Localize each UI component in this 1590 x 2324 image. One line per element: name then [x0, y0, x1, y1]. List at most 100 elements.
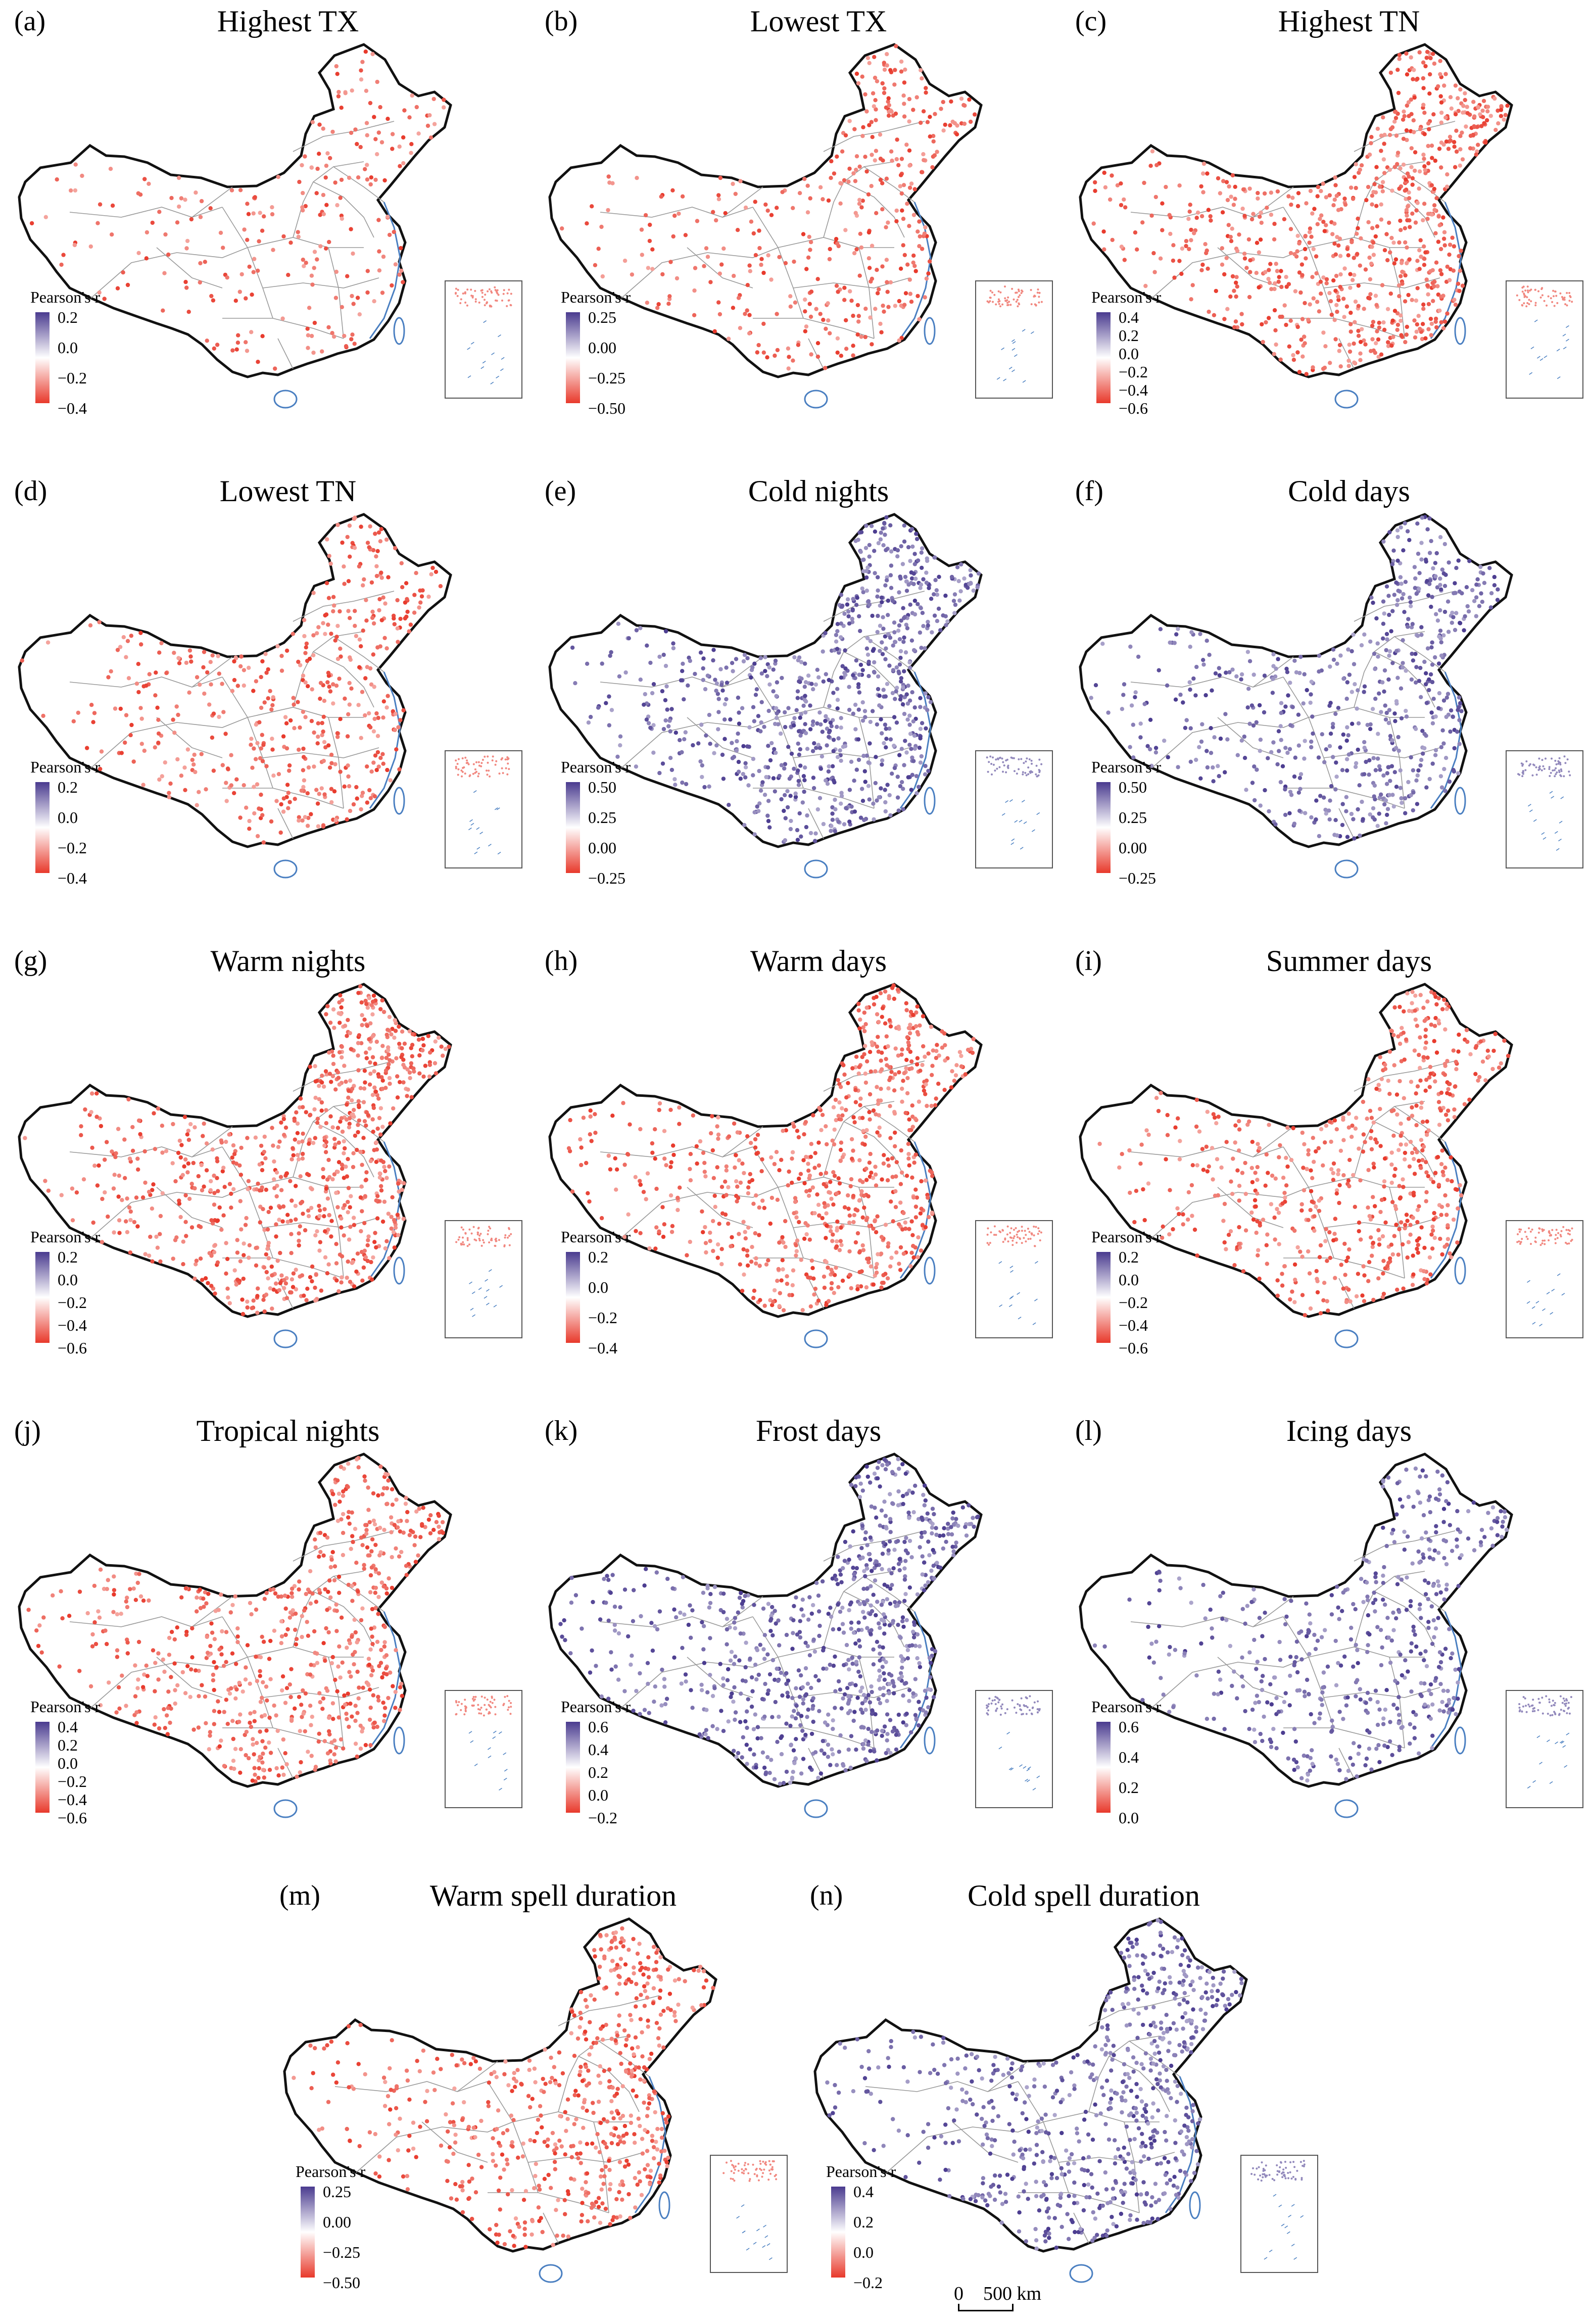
station-dot	[1283, 746, 1287, 750]
station-dot	[1356, 217, 1360, 221]
station-dot	[840, 150, 844, 154]
station-dot	[359, 1086, 363, 1090]
inset-station-dot	[986, 756, 988, 758]
station-dot	[410, 1054, 414, 1058]
station-dot	[382, 1200, 387, 1204]
station-dot	[278, 1251, 282, 1255]
station-dot	[1287, 811, 1291, 815]
inset-station-dot	[495, 760, 497, 762]
taiwan-island	[1455, 788, 1465, 814]
station-dot	[340, 217, 344, 221]
station-dot	[925, 580, 929, 585]
station-dot	[763, 669, 767, 673]
station-dot	[870, 120, 874, 124]
station-dot	[1373, 697, 1377, 701]
station-dot	[700, 775, 704, 779]
station-dot	[386, 1028, 390, 1032]
station-dot	[783, 838, 787, 842]
station-dot	[1381, 320, 1385, 324]
inset-station-dot	[1553, 295, 1555, 297]
station-dot	[394, 712, 398, 716]
station-dot	[1358, 264, 1362, 268]
hainan-island	[274, 860, 297, 878]
station-dot	[1407, 538, 1411, 542]
station-dot	[1345, 835, 1350, 839]
station-dot	[339, 196, 343, 200]
station-dot	[885, 280, 889, 284]
station-dot	[873, 307, 877, 311]
station-dot	[814, 307, 818, 311]
station-dot	[79, 1133, 83, 1137]
station-dot	[404, 615, 408, 619]
south-china-sea-inset	[445, 280, 522, 399]
station-dot	[1427, 91, 1431, 95]
station-dot	[183, 1115, 187, 1119]
station-dot	[664, 629, 668, 633]
inset-island-dash	[468, 376, 471, 378]
colorbar-tick-label: 0.00	[588, 340, 616, 356]
station-dot	[818, 722, 823, 727]
inset-station-dot	[458, 758, 460, 760]
station-dot	[147, 1190, 151, 1194]
station-dot	[1493, 128, 1498, 132]
station-dot	[902, 763, 906, 767]
station-dot	[1183, 726, 1187, 730]
station-dot	[378, 756, 382, 760]
station-dot	[1437, 661, 1441, 665]
inset-station-dot	[1530, 288, 1532, 290]
station-dot	[335, 72, 340, 76]
station-dot	[707, 785, 711, 789]
inset-station-dot	[1026, 774, 1028, 777]
station-dot	[144, 684, 148, 688]
station-dot	[1261, 340, 1265, 344]
station-dot	[1347, 752, 1351, 756]
station-dot	[796, 658, 800, 662]
station-dot	[136, 191, 140, 196]
station-dot	[783, 793, 787, 797]
station-dot	[1399, 333, 1403, 337]
station-dot	[1335, 310, 1339, 314]
station-dot	[717, 197, 721, 201]
station-dot	[1172, 275, 1176, 279]
station-dot	[343, 1203, 347, 1207]
colorbar-tick-label: −0.25	[588, 870, 625, 886]
station-dot	[1316, 222, 1320, 226]
station-dot	[894, 112, 898, 116]
inset-station-dot	[478, 302, 480, 304]
station-dot	[1399, 575, 1403, 579]
station-dot	[865, 589, 869, 593]
station-dot	[1358, 783, 1362, 787]
station-dot	[1424, 559, 1428, 563]
station-dot	[263, 1156, 267, 1160]
station-dot	[1406, 617, 1410, 621]
station-dot	[363, 1194, 367, 1198]
station-dot	[782, 809, 786, 813]
station-dot	[935, 150, 939, 154]
station-dot	[1445, 311, 1449, 315]
station-dot	[877, 795, 881, 799]
inset-island-dash	[1015, 820, 1018, 822]
station-dot	[100, 1197, 104, 1201]
station-dot	[1417, 571, 1421, 575]
legend-title: Pearson's r	[561, 288, 631, 306]
inset-station-dot	[494, 286, 496, 288]
station-dot	[902, 102, 906, 106]
station-dot	[686, 684, 690, 688]
station-dot	[843, 228, 847, 232]
station-dot	[394, 1029, 398, 1033]
station-dot	[804, 825, 808, 829]
station-dot	[752, 810, 756, 814]
station-dot	[747, 331, 751, 335]
station-dot	[919, 606, 923, 610]
station-dot	[762, 351, 766, 355]
station-dot	[1442, 230, 1447, 234]
station-dot	[766, 253, 770, 257]
station-dot	[1240, 739, 1244, 743]
station-dot	[718, 312, 722, 316]
station-dot	[238, 664, 243, 668]
station-dot	[1391, 335, 1395, 339]
inset-island-dash	[1019, 820, 1022, 822]
station-dot	[849, 299, 853, 303]
station-dot	[127, 676, 131, 680]
station-dot	[306, 333, 310, 337]
